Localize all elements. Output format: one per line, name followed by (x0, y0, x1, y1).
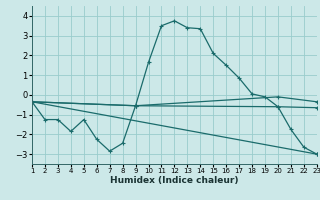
X-axis label: Humidex (Indice chaleur): Humidex (Indice chaleur) (110, 176, 239, 185)
